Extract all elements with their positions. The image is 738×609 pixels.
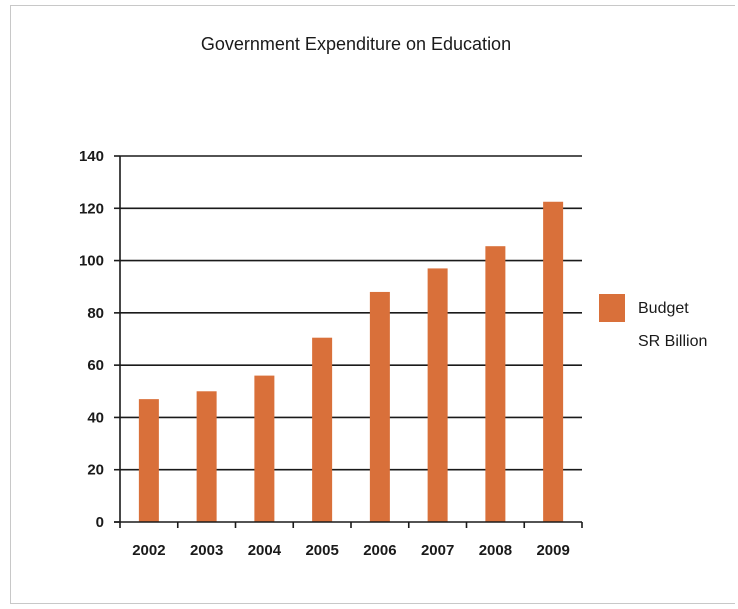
y-tick-labels: 0 20 40 60 80 100 120 140	[79, 148, 104, 531]
legend-label-line-2: SR Billion	[638, 333, 707, 350]
bar-2004	[254, 375, 275, 522]
x-tick-label-2006: 2006	[363, 542, 396, 559]
x-tick-label-2007: 2007	[421, 542, 454, 559]
chart-title: Government Expenditure on Education	[201, 34, 511, 54]
bar-2006	[369, 291, 390, 522]
y-tick-label-40: 40	[87, 409, 104, 426]
y-tick-label-80: 80	[87, 305, 104, 322]
x-tick-label-2002: 2002	[132, 542, 165, 559]
x-tick-labels: 2002 2003 2004 2005 2006 2007 2008 2009	[132, 542, 570, 559]
bar-2005	[312, 337, 333, 522]
bar-2002	[138, 399, 159, 522]
x-tick-label-2005: 2005	[305, 542, 338, 559]
x-tick-label-2008: 2008	[479, 542, 512, 559]
bar-2009	[543, 201, 564, 522]
y-tick-label-120: 120	[79, 200, 104, 217]
x-tick-label-2003: 2003	[190, 542, 223, 559]
y-tick-label-20: 20	[87, 462, 104, 479]
gridlines	[120, 155, 582, 471]
y-tick-label-140: 140	[79, 148, 104, 165]
bars	[138, 201, 564, 522]
legend-swatch	[599, 294, 625, 322]
bar-2007	[427, 268, 448, 522]
x-tick-label-2009: 2009	[536, 542, 569, 559]
legend-label-line-1: Budget	[638, 300, 689, 317]
y-tick-label-100: 100	[79, 253, 104, 270]
bar-2008	[485, 246, 506, 522]
y-tick-label-60: 60	[87, 357, 104, 374]
axes	[114, 155, 583, 528]
y-tick-label-0: 0	[96, 514, 104, 531]
bar-2003	[196, 391, 217, 522]
legend: Budget SR Billion	[599, 294, 707, 350]
x-tick-label-2004: 2004	[248, 542, 282, 559]
